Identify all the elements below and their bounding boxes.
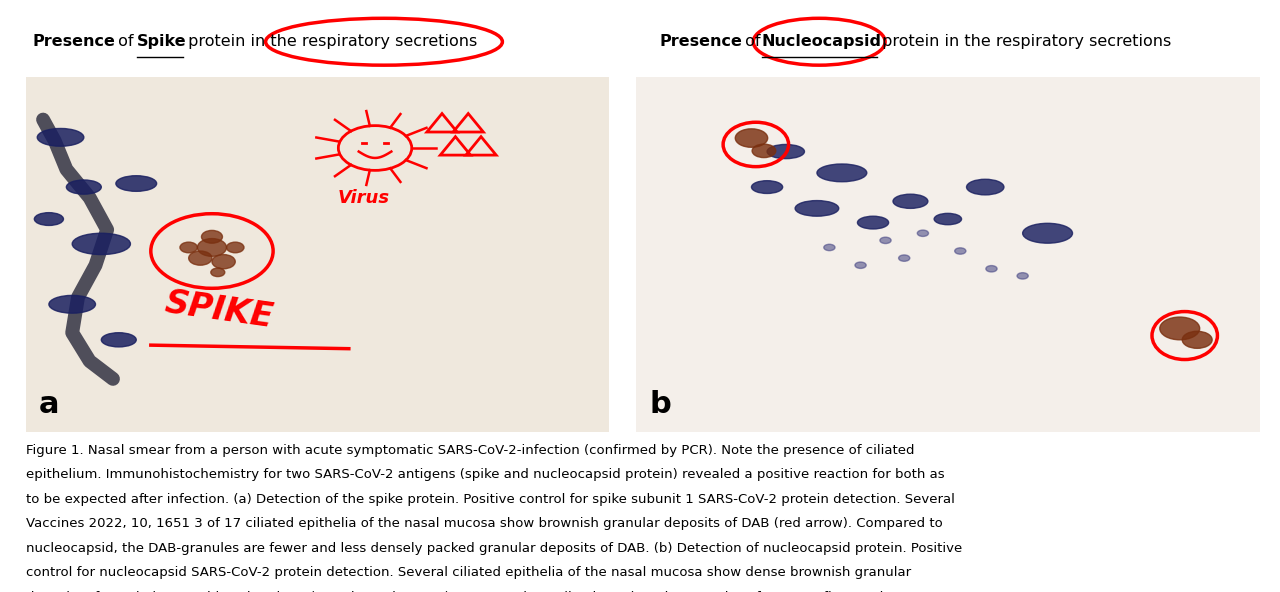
Text: Spike: Spike xyxy=(137,34,187,49)
Circle shape xyxy=(197,239,227,256)
Text: Vaccines 2022, 10, 1651 3 of 17 ciliated epithelia of the nasal mucosa show brow: Vaccines 2022, 10, 1651 3 of 17 ciliated… xyxy=(26,517,942,530)
Ellipse shape xyxy=(966,179,1004,195)
Text: Presence: Presence xyxy=(659,34,742,49)
Circle shape xyxy=(1160,317,1199,340)
Circle shape xyxy=(899,255,910,261)
Circle shape xyxy=(188,251,212,265)
Ellipse shape xyxy=(934,213,961,225)
Text: SPIKE: SPIKE xyxy=(163,287,275,334)
Text: protein in the respiratory secretions: protein in the respiratory secretions xyxy=(183,34,477,49)
Ellipse shape xyxy=(67,180,101,194)
Circle shape xyxy=(212,255,236,269)
Ellipse shape xyxy=(49,295,96,313)
Ellipse shape xyxy=(817,164,867,182)
Ellipse shape xyxy=(751,181,782,194)
Text: control for nucleocapsid SARS-CoV-2 protein detection. Several ciliated epitheli: control for nucleocapsid SARS-CoV-2 prot… xyxy=(26,566,911,579)
Circle shape xyxy=(918,230,928,236)
Text: a: a xyxy=(38,390,59,419)
Ellipse shape xyxy=(767,144,804,159)
Text: nucleocapsid, the DAB-granules are fewer and less densely packed granular deposi: nucleocapsid, the DAB-granules are fewer… xyxy=(26,542,961,555)
Text: Virus: Virus xyxy=(337,189,389,207)
Ellipse shape xyxy=(858,216,888,229)
Circle shape xyxy=(879,237,891,243)
Circle shape xyxy=(1018,273,1028,279)
Ellipse shape xyxy=(101,333,136,347)
Circle shape xyxy=(855,262,867,268)
Ellipse shape xyxy=(893,194,928,208)
Ellipse shape xyxy=(35,213,64,226)
Circle shape xyxy=(180,242,197,253)
Circle shape xyxy=(986,266,997,272)
Text: protein in the respiratory secretions: protein in the respiratory secretions xyxy=(877,34,1171,49)
Text: Presence: Presence xyxy=(32,34,115,49)
Text: to be expected after infection. (a) Detection of the spike protein. Positive con: to be expected after infection. (a) Dete… xyxy=(26,493,955,506)
Text: epithelium. Immunohistochemistry for two SARS-CoV-2 antigens (spike and nucleoca: epithelium. Immunohistochemistry for two… xyxy=(26,468,945,481)
Ellipse shape xyxy=(795,201,838,216)
Circle shape xyxy=(824,244,835,250)
Ellipse shape xyxy=(116,176,156,191)
Ellipse shape xyxy=(1023,223,1073,243)
Circle shape xyxy=(753,144,776,157)
Circle shape xyxy=(955,248,966,254)
Circle shape xyxy=(211,268,225,276)
Text: Figure 1. Nasal smear from a person with acute symptomatic SARS-CoV-2-infection : Figure 1. Nasal smear from a person with… xyxy=(26,444,914,457)
Circle shape xyxy=(1183,332,1212,348)
Text: deposits of DAB in immunohistochemistry (see also red arrows). Compared to spike: deposits of DAB in immunohistochemistry … xyxy=(26,591,922,592)
Ellipse shape xyxy=(72,233,131,255)
Circle shape xyxy=(735,129,768,147)
Circle shape xyxy=(201,230,223,243)
Circle shape xyxy=(227,242,244,253)
Text: of: of xyxy=(740,34,765,49)
Ellipse shape xyxy=(37,128,84,146)
Text: b: b xyxy=(650,390,672,419)
Text: of: of xyxy=(113,34,138,49)
Text: Nucleocapsid: Nucleocapsid xyxy=(762,34,882,49)
